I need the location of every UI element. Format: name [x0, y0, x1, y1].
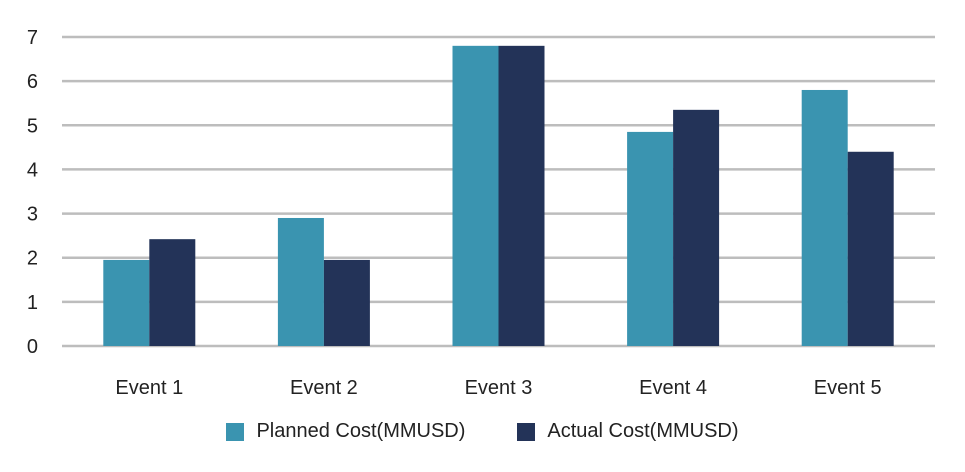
bar-planned-2 — [277, 217, 324, 346]
legend-label-actual: Actual Cost(MMUSD) — [547, 420, 739, 442]
bar-planned-1 — [103, 259, 150, 346]
x-axis-ticks: Event 1 Event 2 Event 3 Event 4 Event 5 — [115, 377, 881, 399]
x-tick-label: Event 1 — [115, 377, 183, 399]
bar-planned-5 — [801, 89, 848, 346]
bar-planned-3 — [452, 45, 499, 346]
legend-item-actual: Actual Cost(MMUSD) — [517, 420, 739, 443]
bar-actual-4 — [673, 109, 720, 346]
y-tick-label: 6 — [27, 71, 38, 93]
legend-item-planned: Planned Cost(MMUSD) — [226, 420, 465, 443]
x-tick-label: Event 4 — [639, 377, 707, 399]
bar-actual-2 — [323, 259, 370, 346]
y-tick-label: 4 — [27, 159, 38, 181]
x-tick-label: Event 3 — [465, 377, 533, 399]
y-tick-label: 2 — [27, 248, 38, 270]
bar-planned-4 — [627, 131, 674, 346]
bar-actual-5 — [847, 151, 894, 346]
bars — [103, 45, 894, 346]
legend-swatch-planned — [226, 422, 245, 441]
y-tick-label: 3 — [27, 204, 38, 226]
x-tick-label: Event 5 — [814, 377, 882, 399]
x-tick-label: Event 2 — [290, 377, 358, 399]
y-tick-label: 7 — [27, 27, 38, 49]
y-axis-ticks: 0 1 2 3 4 5 6 7 — [27, 27, 38, 358]
bar-actual-1 — [149, 239, 196, 346]
y-tick-label: 1 — [27, 292, 38, 314]
y-tick-label: 0 — [27, 336, 38, 358]
legend: Planned Cost(MMUSD) Actual Cost(MMUSD) — [0, 420, 965, 443]
y-tick-label: 5 — [27, 115, 38, 137]
legend-label-planned: Planned Cost(MMUSD) — [256, 420, 466, 442]
legend-swatch-actual — [517, 422, 536, 441]
bar-actual-3 — [498, 45, 545, 346]
